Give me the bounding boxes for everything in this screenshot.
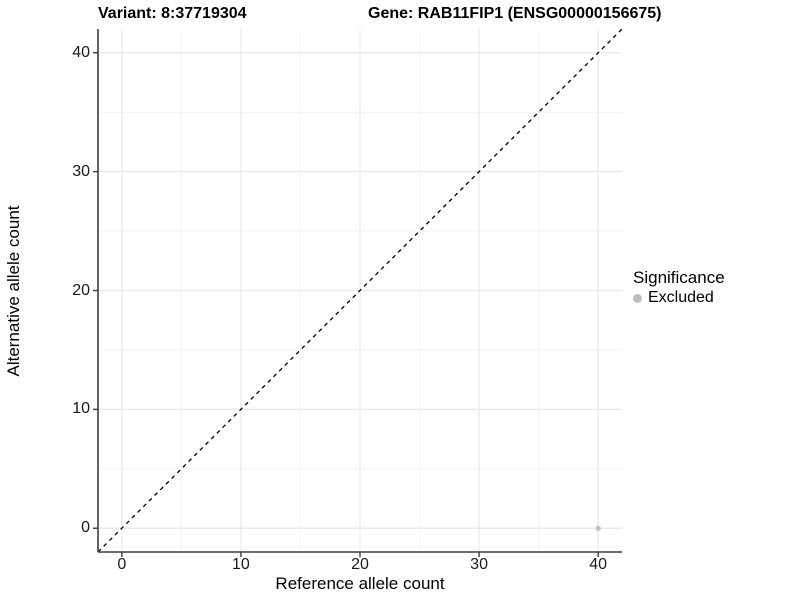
x-axis-title: Reference allele count [275,574,445,593]
y-tick-label: 30 [72,162,90,180]
y-tick-label: 20 [72,281,90,299]
y-tick-label: 40 [72,43,90,61]
x-tick-label: 30 [470,556,488,573]
excluded-point-icon [633,293,642,303]
y-axis-title: Alternative allele count [4,205,23,377]
y-tick-label: 10 [72,400,90,418]
x-tick-label: 10 [232,556,250,573]
legend-title: Significance [633,268,725,287]
y-tick-label: 0 [81,519,90,537]
legend: Significance Excluded [633,268,725,308]
legend-item-excluded: Excluded [633,288,725,308]
variant-title: Variant: 8:37719304 [98,5,247,22]
legend-item-label: Excluded [648,289,714,306]
data-point [595,525,601,531]
x-tick-label: 20 [351,556,369,573]
x-tick-label: 0 [117,556,127,573]
gene-title: Gene: RAB11FIP1 (ENSG00000156675) [368,5,662,22]
identity-dashed-line [97,28,623,553]
x-tick-label: 40 [589,556,608,573]
